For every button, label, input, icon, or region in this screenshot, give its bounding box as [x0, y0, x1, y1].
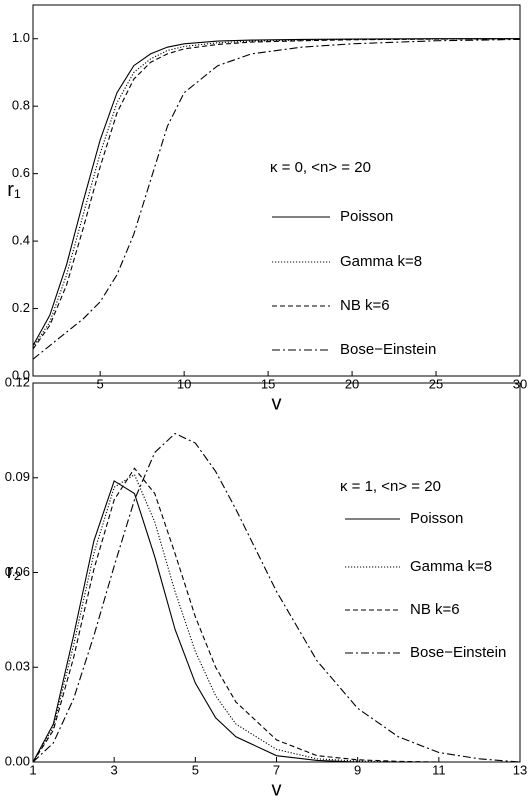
x-tick-label: 5 [97, 376, 104, 391]
legend-label: Poisson [340, 208, 393, 225]
x-tick-label: 3 [111, 762, 118, 777]
y-axis-label: r₁ [7, 179, 21, 201]
data-line [32, 38, 521, 350]
x-tick-label: 15 [261, 376, 275, 391]
data-line [32, 38, 521, 348]
y-tick-label: 0.0 [12, 367, 30, 382]
y-tick-label: 0.03 [5, 659, 30, 674]
legend-label: Poisson [410, 510, 463, 527]
x-tick-label: 9 [354, 762, 361, 777]
x-tick-label: 10 [177, 376, 191, 391]
data-line [32, 38, 520, 346]
y-tick-label: 0.4 [12, 233, 30, 248]
x-tick-label: 7 [273, 762, 280, 777]
legend-label: Gamma k=8 [340, 253, 422, 270]
data-line [32, 467, 520, 763]
x-axis-label: v [272, 778, 282, 800]
y-tick-label: 0.12 [5, 374, 30, 389]
y-tick-label: 0.2 [12, 300, 30, 315]
y-tick-label: 1.0 [12, 30, 30, 45]
annotation: κ = 1, <n> = 20 [340, 478, 441, 495]
legend-label: NB k=6 [340, 297, 390, 314]
x-tick-label: 20 [345, 376, 359, 391]
y-tick-label: 0.00 [5, 753, 30, 768]
x-tick-label: 1 [29, 762, 36, 777]
annotation: κ = 0, <n> = 20 [270, 159, 371, 176]
legend-label: Gamma k=8 [410, 558, 492, 575]
legend-label: Bose−Einstein [410, 644, 506, 661]
data-line [32, 432, 521, 763]
plot-frame [32, 4, 521, 377]
x-tick-label: 13 [513, 762, 527, 777]
data-line [32, 480, 520, 763]
data-line [32, 38, 521, 360]
y-tick-label: 0.6 [12, 165, 30, 180]
legend-label: Bose−Einstein [340, 341, 436, 358]
y-tick-label: 0.06 [5, 564, 30, 579]
x-tick-label: 25 [429, 376, 443, 391]
x-axis-label: v [272, 392, 282, 414]
y-axis-label: r₂ [7, 561, 21, 583]
legend-label: NB k=6 [410, 601, 460, 618]
y-tick-label: 0.09 [5, 469, 30, 484]
y-tick-label: 0.8 [12, 98, 30, 113]
x-tick-label: 11 [432, 762, 446, 777]
x-tick-label: 5 [192, 762, 199, 777]
